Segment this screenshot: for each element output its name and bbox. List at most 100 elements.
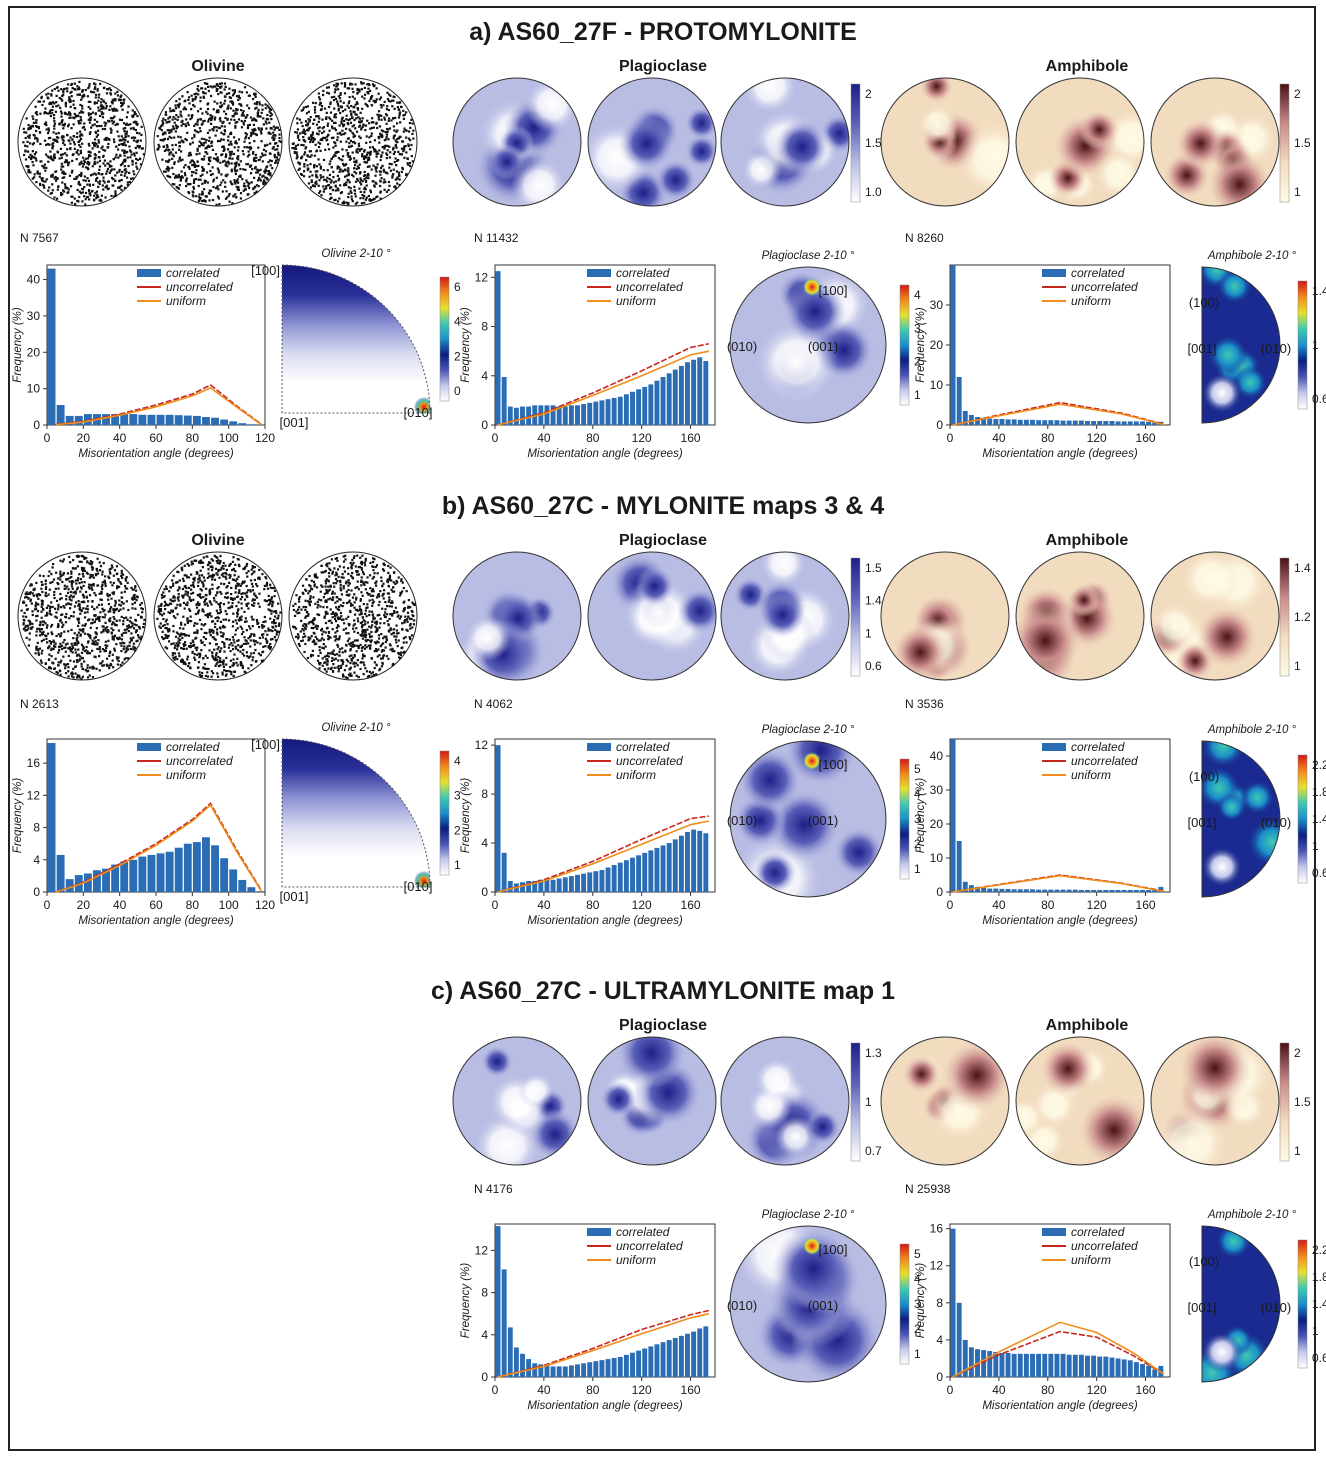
pole-point bbox=[376, 163, 379, 166]
pole-point bbox=[56, 150, 59, 153]
pole-point bbox=[265, 122, 268, 125]
pole-point bbox=[408, 161, 412, 165]
pole-point bbox=[111, 591, 114, 594]
pole-point bbox=[131, 177, 135, 180]
pole-point bbox=[68, 647, 72, 650]
pole-point bbox=[182, 579, 185, 583]
pole-point bbox=[139, 637, 142, 641]
pole-point bbox=[199, 178, 202, 181]
pole-point bbox=[104, 124, 107, 127]
pole-point bbox=[321, 93, 325, 97]
pole-point bbox=[66, 90, 69, 93]
pole-point bbox=[234, 587, 237, 590]
pole-point bbox=[369, 199, 372, 203]
pole-point bbox=[361, 95, 364, 98]
pole-point bbox=[25, 595, 28, 598]
pole-point bbox=[385, 127, 389, 131]
pole-point bbox=[222, 603, 226, 606]
pole-point bbox=[40, 631, 44, 635]
pole-point bbox=[347, 87, 351, 90]
pole-point bbox=[238, 97, 242, 100]
histogram-bar bbox=[65, 415, 74, 425]
pole-point bbox=[124, 651, 127, 654]
pole-point bbox=[76, 132, 79, 135]
pole-point bbox=[203, 603, 206, 606]
pole-point bbox=[211, 620, 215, 623]
pole-point bbox=[78, 674, 81, 677]
pole-point bbox=[100, 598, 103, 601]
pole-point bbox=[82, 125, 86, 129]
pole-point bbox=[48, 645, 51, 648]
pole-point bbox=[273, 615, 277, 618]
pole-point bbox=[66, 578, 69, 581]
pole-point bbox=[226, 148, 230, 151]
pole-point bbox=[97, 96, 100, 99]
pole-point bbox=[52, 647, 55, 651]
pole-point bbox=[95, 667, 98, 670]
pole-point bbox=[325, 111, 328, 114]
pole-point bbox=[57, 89, 60, 92]
pole-point bbox=[99, 564, 103, 568]
pole-point bbox=[65, 160, 68, 163]
pole-point bbox=[258, 605, 261, 608]
pole-point bbox=[402, 146, 406, 149]
pole-point bbox=[212, 631, 215, 634]
pole-point bbox=[313, 163, 316, 167]
pole-point bbox=[269, 642, 272, 646]
pole-point bbox=[246, 181, 249, 184]
histogram-bar bbox=[507, 406, 513, 425]
pole-point bbox=[339, 158, 342, 161]
pole-point bbox=[36, 627, 39, 630]
pole-point bbox=[210, 141, 213, 144]
pole-point bbox=[114, 99, 117, 102]
pole-point bbox=[236, 664, 239, 667]
pole-point bbox=[292, 604, 295, 607]
pole-point bbox=[44, 121, 48, 124]
pole-point bbox=[355, 130, 359, 133]
pole-point bbox=[219, 620, 223, 623]
pole-point bbox=[189, 609, 192, 612]
pole-point bbox=[330, 96, 333, 99]
pole-point bbox=[57, 664, 60, 667]
pole-point bbox=[95, 618, 98, 621]
pole-point bbox=[23, 144, 27, 147]
pole-point bbox=[195, 603, 199, 606]
pole-point bbox=[239, 650, 242, 653]
pole-point bbox=[349, 139, 353, 142]
plot-area bbox=[494, 264, 716, 426]
pole-point bbox=[35, 593, 38, 596]
pole-point bbox=[186, 591, 189, 595]
pole-point bbox=[77, 600, 80, 603]
pole-point bbox=[387, 138, 390, 141]
pole-point bbox=[59, 153, 63, 157]
pole-point bbox=[408, 624, 412, 627]
pole-point bbox=[233, 91, 237, 94]
pole-point bbox=[243, 636, 246, 639]
pole-point bbox=[273, 153, 276, 156]
pole-point bbox=[40, 661, 43, 664]
pole-point bbox=[167, 117, 170, 120]
pole-point bbox=[244, 642, 248, 645]
pole-point bbox=[89, 192, 92, 195]
pole-point bbox=[204, 597, 208, 601]
pole-point bbox=[213, 578, 217, 581]
pole-point bbox=[98, 669, 101, 672]
pole-point bbox=[357, 116, 360, 119]
pole-point bbox=[108, 667, 111, 670]
pole-point bbox=[374, 181, 377, 184]
pole-point bbox=[409, 148, 412, 151]
pole-point bbox=[264, 630, 267, 633]
pole-point bbox=[91, 588, 94, 591]
pole-point bbox=[387, 117, 391, 120]
pole-point bbox=[102, 162, 105, 165]
pole-point bbox=[253, 127, 256, 131]
pole-point bbox=[319, 102, 322, 105]
x-tick-label: 120 bbox=[632, 431, 652, 445]
pole-point bbox=[350, 198, 353, 201]
pole-point bbox=[117, 629, 121, 632]
pole-point bbox=[237, 155, 240, 158]
pole-point bbox=[233, 574, 236, 577]
pole-point bbox=[69, 607, 72, 610]
pole-point bbox=[383, 139, 386, 142]
pole-point bbox=[336, 88, 340, 91]
